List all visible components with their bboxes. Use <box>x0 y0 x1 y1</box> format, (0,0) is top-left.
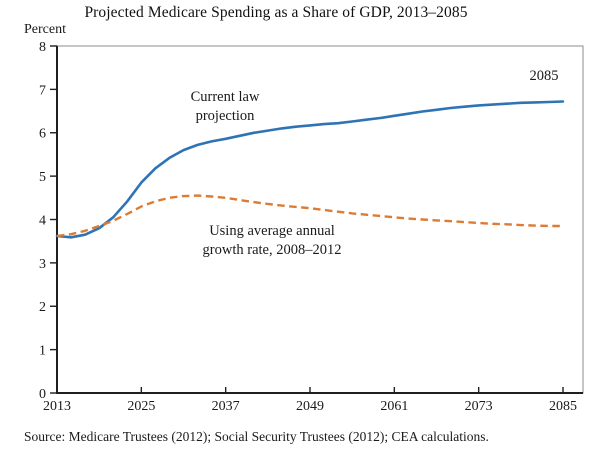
y-axis-tick-label: 5 <box>39 170 46 185</box>
x-axis-tick-label: 2085 <box>549 399 577 414</box>
series-line-current-law <box>55 100 565 239</box>
y-axis-tick-label: 6 <box>39 127 46 142</box>
current-law-annotation-line1: Current law <box>190 89 260 105</box>
y-axis-tick-label: 8 <box>39 40 46 55</box>
x-axis-tick-label: 2025 <box>127 399 155 414</box>
x-axis-tick-label: 2037 <box>212 399 240 414</box>
y-axis-unit-label: Percent <box>24 22 66 37</box>
plot-frame <box>56 45 584 394</box>
x-axis-tick-label: 2049 <box>296 399 324 414</box>
x-axis-tick-label: 2073 <box>465 399 493 414</box>
growth-rate-annotation: Using average annual growth rate, 2008–2… <box>172 222 372 260</box>
figure-title: Projected Medicare Spending as a Share o… <box>84 4 468 21</box>
y-axis-tick-label: 7 <box>39 83 46 98</box>
x-axis-tick-label: 2061 <box>380 399 408 414</box>
y-axis-tick-label: 4 <box>39 213 46 228</box>
growth-rate-annotation-line2: growth rate, 2008–2012 <box>202 242 342 258</box>
y-axis-tick-label: 3 <box>39 257 46 272</box>
current-law-annotation: Current law projection <box>145 88 305 126</box>
y-axis-tick-label: 0 <box>39 387 46 402</box>
series-line-growth-rate <box>56 194 563 238</box>
y-axis-tick-label: 2 <box>39 300 46 315</box>
x-axis-tick-label: 2013 <box>43 399 71 414</box>
growth-rate-annotation-line1: Using average annual <box>209 223 335 239</box>
source-note: Source: Medicare Trustees (2012); Social… <box>24 429 489 444</box>
endpoint-year-label: 2085 <box>529 68 559 84</box>
y-axis-tick-label: 1 <box>39 344 46 359</box>
current-law-annotation-line2: projection <box>195 108 255 124</box>
